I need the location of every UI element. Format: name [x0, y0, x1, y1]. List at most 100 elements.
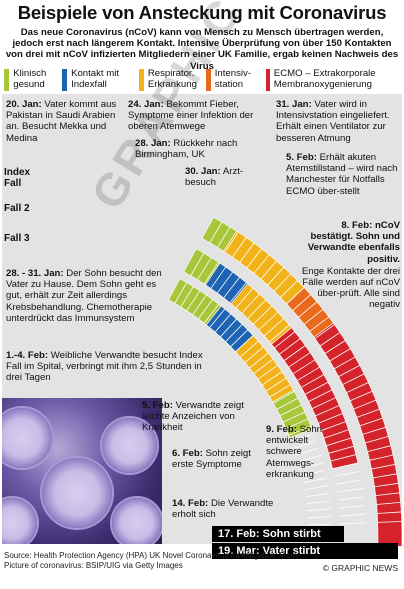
legend-swatch	[266, 69, 270, 91]
row-label-index: Index Fall	[4, 167, 31, 189]
event-5-feb-relative: 5. Feb: Verwandte zeigt leichte Anzeiche…	[142, 400, 246, 434]
day-tick	[225, 324, 243, 342]
day-tick	[288, 352, 311, 368]
day-tick	[192, 294, 207, 315]
day-tick	[223, 277, 240, 299]
day-tick	[306, 500, 331, 505]
day-tick	[220, 318, 237, 338]
day-tick	[337, 496, 364, 501]
day-tick	[240, 340, 259, 358]
day-tick	[267, 267, 284, 286]
event-date: 8. Feb:	[341, 220, 373, 231]
day-tick	[283, 345, 306, 361]
virus-particle	[2, 408, 52, 468]
day-tick	[307, 515, 332, 519]
day-tick	[197, 257, 212, 280]
day-tick	[367, 445, 391, 452]
day-tick	[253, 358, 274, 374]
day-tick	[291, 433, 314, 443]
event-text: Die Verwandte erholt sich	[172, 498, 274, 521]
day-tick	[353, 399, 377, 410]
day-tick	[241, 293, 260, 314]
event-date: 28. - 31. Jan:	[6, 268, 64, 279]
day-tick	[232, 237, 247, 258]
event-8-feb: 8. Feb: nCoV bestätigt. Sohn und Verwand…	[300, 220, 400, 311]
day-tick	[203, 262, 219, 285]
event-text: Sohn zeigt erste Symptome	[172, 448, 251, 471]
day-tick	[174, 282, 188, 304]
day-tick	[279, 338, 301, 355]
day-tick	[321, 421, 346, 432]
day-tick	[339, 522, 366, 525]
day-tick	[239, 242, 255, 263]
day-tick	[265, 377, 287, 392]
event-5-feb-index: 5. Feb: Erhält akuten Atemstillstand – w…	[286, 152, 400, 197]
day-tick	[295, 447, 319, 456]
source-note: Source: Health Protection Agency (HPA) U…	[4, 551, 297, 571]
day-tick	[375, 492, 400, 497]
day-tick	[377, 511, 402, 514]
subtitle: Das neue Coronavirus (nCoV) kann von Men…	[5, 27, 399, 72]
day-tick	[298, 301, 318, 318]
day-tick	[293, 440, 317, 449]
day-tick	[292, 294, 311, 311]
case3-arc-segment	[272, 389, 313, 439]
legend-swatch	[4, 69, 10, 91]
event-6-feb: 6. Feb: Sohn zeigt erste Symptome	[172, 448, 252, 470]
event-text: Erhält akuten Atemstillstand – wird nach…	[286, 152, 398, 197]
day-tick	[300, 374, 325, 388]
day-tick	[276, 397, 299, 410]
day-tick	[338, 364, 360, 377]
day-tick	[350, 390, 373, 402]
day-tick	[359, 417, 383, 427]
legend-swatch	[206, 69, 211, 91]
day-tick	[264, 318, 284, 337]
day-tick	[214, 313, 232, 333]
legend-label: Klinisch gesund	[13, 68, 47, 90]
day-tick	[217, 226, 231, 248]
day-tick	[210, 266, 227, 289]
day-tick	[319, 332, 341, 347]
day-tick	[258, 311, 279, 331]
day-tick	[338, 505, 365, 509]
event-30-jan: 30. Jan: Arzt-besuch	[185, 166, 265, 188]
event-1-4-feb: 1.-4. Feb: Weibliche Verwandte besucht I…	[6, 350, 206, 384]
day-tick	[308, 389, 333, 402]
day-tick	[246, 248, 262, 269]
day-tick	[307, 523, 332, 526]
picture-credit: Picture of coronavirus: BSIP/UIG via Get…	[4, 561, 183, 570]
legend-item-respiratory: Respirator. Erkrankung	[139, 68, 227, 91]
day-tick	[314, 324, 335, 339]
row-label-case2: Fall 2	[4, 203, 30, 214]
coronavirus-photo	[2, 398, 162, 544]
day-tick	[282, 411, 305, 423]
event-date: 24. Jan:	[128, 99, 164, 110]
event-text: Der Sohn besucht den Vater zu Hause. Dem…	[6, 268, 162, 324]
graphic-news-credit: © GRAPHIC NEWS	[322, 563, 398, 573]
day-tick	[328, 445, 354, 454]
day-tick	[356, 408, 380, 418]
event-text: Verwandte zeigt leichte Anzeichen von Kr…	[142, 400, 244, 434]
day-tick	[247, 299, 267, 319]
event-text: Vater kommt aus Pakistan in Saudi Arabie…	[6, 99, 117, 144]
event-date: 31. Jan:	[276, 99, 312, 110]
day-tick	[279, 404, 302, 417]
day-tick	[299, 462, 324, 470]
day-tick	[302, 477, 327, 484]
day-tick	[286, 287, 305, 305]
legend-label: Kontakt mit Indexfall	[71, 68, 120, 90]
legend-item-intensive: Intensiv-station	[206, 68, 266, 91]
day-tick	[209, 308, 226, 328]
day-tick	[209, 221, 223, 243]
source-text: Source: Health Protection Agency (HPA) U…	[4, 551, 298, 560]
day-tick	[324, 340, 346, 354]
arc-ticks	[174, 221, 402, 526]
day-tick	[334, 471, 360, 477]
day-tick	[229, 282, 247, 304]
day-tick	[342, 373, 365, 385]
day-tick	[323, 429, 349, 439]
day-tick	[253, 254, 270, 274]
day-tick	[288, 425, 312, 436]
day-tick	[244, 346, 264, 363]
day-tick	[330, 454, 357, 462]
